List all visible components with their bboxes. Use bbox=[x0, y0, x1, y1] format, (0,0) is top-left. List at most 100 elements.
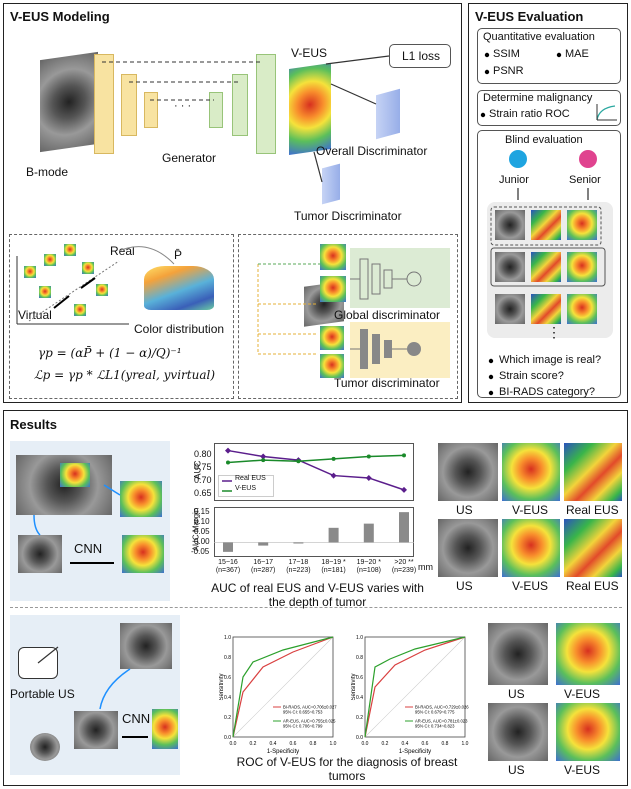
tumor-patch-1 bbox=[320, 326, 344, 350]
res-veus-4 bbox=[556, 703, 620, 761]
res-real-1 bbox=[564, 443, 622, 501]
roc-ytick-1-3: 0.6 bbox=[224, 675, 231, 681]
senior-icon bbox=[579, 150, 597, 168]
margin-ytick-1: 0.15 bbox=[194, 507, 210, 516]
roc-legend-2-1: AR-EUS, AUC=0.781±0.023 bbox=[415, 719, 468, 724]
auc-point-0-5 bbox=[401, 486, 407, 493]
generator-label: Generator bbox=[162, 151, 217, 165]
metric-mae: MAE bbox=[565, 48, 589, 60]
roc-xtick-1-4: 0.8 bbox=[310, 741, 317, 747]
roc-xtick-1-2: 0.4 bbox=[270, 741, 277, 747]
margin-chart-frame bbox=[214, 507, 414, 557]
auc-point-1-4 bbox=[366, 454, 371, 459]
formula-loss: ℒp = γp * ℒL1(yreal, yvirtual) bbox=[34, 368, 216, 382]
grid-b-1 bbox=[567, 210, 597, 240]
roc-ytick-2-5: 1.0 bbox=[356, 635, 363, 641]
auc-ytick-4: 0.65 bbox=[194, 488, 212, 498]
roc-xtick-2-3: 0.6 bbox=[422, 741, 429, 747]
roc-xtick-1-1: 0.2 bbox=[250, 741, 257, 747]
pbar-label: P̄ bbox=[174, 248, 183, 262]
results-panel: Results CNN AUC 0.80 0.75 0.70 0.65 Real… bbox=[3, 410, 628, 786]
margin-xtick-5: >20 ** (n=239) bbox=[391, 559, 417, 574]
disc-network-drawing bbox=[257, 258, 422, 369]
auc-point-1-2 bbox=[296, 459, 301, 464]
grid-us-3 bbox=[495, 294, 525, 324]
roc-curve-2-0 bbox=[364, 636, 466, 738]
question-2: Strain score? bbox=[499, 370, 564, 382]
modeling-arrows bbox=[102, 55, 390, 183]
roc-diagonal-1 bbox=[232, 636, 334, 738]
junior-label: Junior bbox=[499, 174, 529, 186]
auc-caption: AUC of real EUS and V-EUS varies with th… bbox=[211, 581, 424, 609]
global-disc-box bbox=[350, 248, 450, 308]
grid-a-3 bbox=[531, 294, 561, 324]
auc-series-line-0 bbox=[227, 449, 405, 491]
auc-line-chart bbox=[225, 447, 407, 493]
roc-ytick-1-0: 0.0 bbox=[224, 735, 231, 741]
grid-a-1 bbox=[531, 210, 561, 240]
evaluation-title: V-EUS Evaluation bbox=[475, 9, 584, 24]
res-us-label-2: US bbox=[456, 579, 473, 593]
res-us-4 bbox=[488, 703, 548, 761]
res-veus-1 bbox=[502, 443, 560, 501]
margin-xtick-2: 17~18 (n=223) bbox=[286, 559, 311, 574]
res-us-3 bbox=[488, 623, 548, 685]
auc-ytick-1: 0.80 bbox=[194, 449, 212, 459]
tumor-patch-2 bbox=[320, 354, 344, 378]
quant-box bbox=[477, 28, 621, 84]
res-real-label-1: Real EUS bbox=[566, 503, 619, 517]
question-3: BI-RADS category? bbox=[499, 386, 595, 398]
quant-title: Quantitative evaluation bbox=[483, 31, 595, 43]
junior-icon bbox=[509, 150, 527, 168]
cnn-label-2: CNN bbox=[122, 711, 151, 726]
modeling-panel: V-EUS Modeling B-mode · · · Generator V-… bbox=[3, 3, 462, 403]
roc-legend-1-1: AR-EUS, AUC=0.755±0.025 bbox=[283, 719, 336, 724]
roc-ytick-2-4: 0.8 bbox=[356, 655, 363, 661]
color-surface bbox=[144, 266, 214, 310]
color-distribution-region bbox=[9, 234, 234, 399]
auc-ytick-2: 0.75 bbox=[194, 462, 212, 472]
roc-xtick-2-0: 0.0 bbox=[362, 741, 369, 747]
roc-ylabel-2: Sensitivity bbox=[351, 673, 357, 700]
patch-4 bbox=[82, 262, 94, 274]
grid-b-3 bbox=[567, 294, 597, 324]
cnn-input-1 bbox=[18, 535, 62, 573]
roc-legend-ci-1-0: 95% CI: 0.655~0.753 bbox=[283, 710, 323, 715]
res-us-label-3: US bbox=[508, 687, 525, 701]
auc-point-0-4 bbox=[365, 474, 372, 481]
roc-curve-1-1 bbox=[232, 636, 334, 738]
color-dist-axes bbox=[16, 246, 175, 325]
roc-xtick-2-4: 0.8 bbox=[442, 741, 449, 747]
overall-disc-label: Overall Discriminator bbox=[316, 144, 428, 158]
roc-legend-2-0: BI-RADS, AUC=0.729±0.026 bbox=[415, 705, 469, 710]
auc-point-1-0 bbox=[226, 460, 230, 465]
margin-xtick-3: 18~19 * (n=181) bbox=[321, 559, 346, 574]
malig-title: Determine malignancy bbox=[483, 92, 593, 104]
auc-point-0-3 bbox=[330, 472, 337, 479]
global-patch-3 bbox=[320, 276, 346, 302]
grid-b-2 bbox=[567, 252, 597, 282]
senior-label: Senior bbox=[569, 174, 601, 186]
res-us-label-1: US bbox=[456, 503, 473, 517]
cnn-label-1: CNN bbox=[74, 541, 103, 556]
decoder-block-1 bbox=[209, 92, 223, 128]
question-1: Which image is real? bbox=[499, 354, 602, 366]
roc-ytick-2-3: 0.6 bbox=[356, 675, 363, 681]
res-veus-label-1: V-EUS bbox=[512, 503, 549, 517]
patch-3 bbox=[64, 244, 76, 256]
roc-ytick-1-4: 0.8 bbox=[224, 655, 231, 661]
roc-ytick-1-1: 0.2 bbox=[224, 715, 231, 721]
l1-loss-box bbox=[389, 44, 451, 68]
evaluation-bullets bbox=[480, 52, 617, 396]
portable-label: Portable US bbox=[10, 687, 75, 701]
auc-series-line-1 bbox=[227, 454, 405, 464]
res-veus-label-2: V-EUS bbox=[512, 579, 549, 593]
auc-point-1-1 bbox=[261, 458, 266, 463]
cnn-input-2 bbox=[74, 711, 118, 749]
roc-xlabel-1: 1-Specificity bbox=[267, 749, 299, 755]
tumor-disc-label: Tumor Discriminator bbox=[294, 209, 402, 223]
margin-bar-3 bbox=[328, 527, 339, 543]
roc-chart-1: 0.00.0 0.2 0.2 0.4 0.4 0.6 0.6 0.8 0.8 1.0 1.0 1-Sp… bbox=[219, 635, 337, 755]
patch-1 bbox=[24, 266, 36, 278]
roc-frame-2 bbox=[364, 636, 466, 738]
